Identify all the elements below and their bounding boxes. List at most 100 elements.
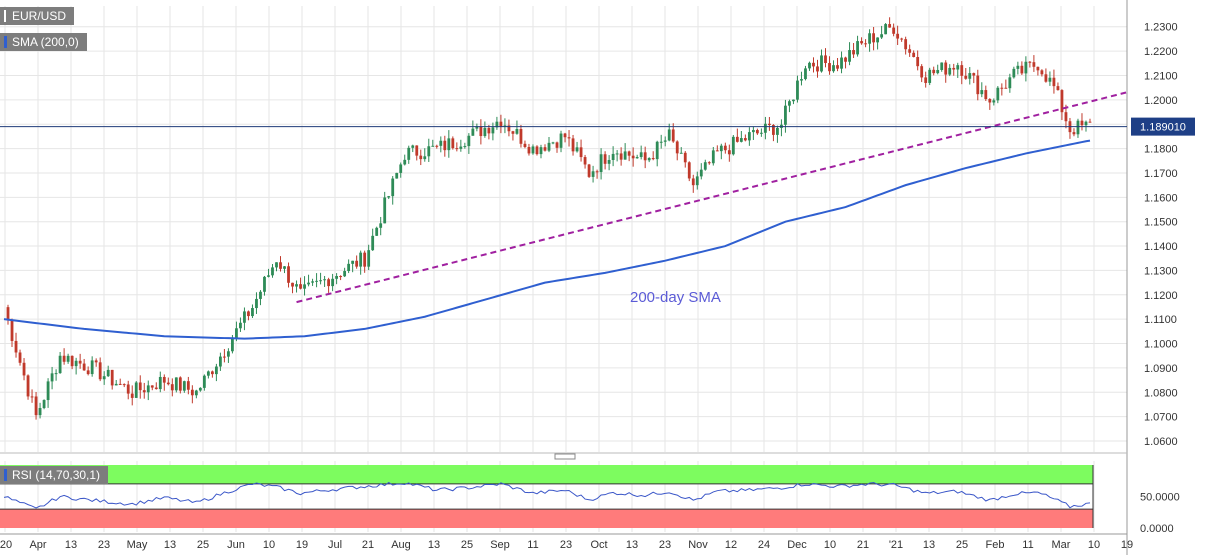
sma-legend[interactable]: SMA (200,0) bbox=[0, 33, 87, 51]
candle bbox=[202, 375, 206, 388]
candle bbox=[784, 105, 787, 125]
candle bbox=[1076, 120, 1080, 135]
x-tick-label: Oct bbox=[590, 539, 607, 551]
candle bbox=[792, 99, 795, 102]
candle bbox=[856, 41, 859, 55]
candle bbox=[118, 383, 122, 385]
sma-annotation: 200-day SMA bbox=[630, 289, 721, 306]
candle bbox=[900, 38, 904, 40]
candle bbox=[868, 33, 871, 44]
candle bbox=[463, 146, 467, 148]
x-tick-label: 12 bbox=[725, 539, 737, 551]
x-tick-label: 13 bbox=[626, 539, 638, 551]
candle bbox=[355, 260, 359, 267]
x-tick-label: '20 bbox=[0, 539, 12, 551]
candle bbox=[50, 373, 54, 382]
candle bbox=[876, 37, 880, 43]
y-tick-label: 1.1800 bbox=[1144, 144, 1178, 156]
candle bbox=[539, 147, 543, 155]
symbol-legend[interactable]: EUR/USD bbox=[0, 7, 75, 25]
candle bbox=[1024, 61, 1028, 74]
candle bbox=[1044, 74, 1048, 82]
x-tick-label: May bbox=[127, 539, 148, 551]
x-tick-label: Feb bbox=[986, 539, 1005, 551]
candle bbox=[988, 99, 992, 103]
candle bbox=[190, 389, 194, 396]
candle bbox=[443, 140, 447, 151]
candle bbox=[932, 69, 936, 74]
candle bbox=[631, 155, 635, 159]
candle bbox=[1056, 86, 1060, 91]
candle bbox=[419, 155, 423, 160]
candle bbox=[235, 328, 238, 339]
candle bbox=[327, 279, 330, 287]
candle bbox=[467, 135, 471, 147]
x-tick-label: 11 bbox=[527, 539, 538, 551]
candle bbox=[263, 276, 266, 292]
x-tick-label: 23 bbox=[560, 539, 572, 551]
candle bbox=[880, 34, 884, 38]
candle bbox=[1008, 77, 1012, 89]
candle bbox=[46, 381, 50, 401]
candle bbox=[972, 73, 976, 76]
candle bbox=[683, 152, 687, 163]
candle bbox=[227, 351, 230, 357]
candle bbox=[1052, 77, 1056, 87]
trendline bbox=[296, 91, 1127, 304]
candle bbox=[555, 142, 559, 148]
candle bbox=[595, 171, 599, 173]
x-tick-label: 10 bbox=[824, 539, 836, 551]
rsi-legend[interactable]: RSI (14,70,30,1) bbox=[0, 466, 109, 484]
x-tick-label: '21 bbox=[889, 539, 903, 551]
candle bbox=[920, 66, 924, 78]
candle bbox=[1064, 112, 1068, 122]
candle bbox=[759, 132, 763, 134]
candle bbox=[363, 252, 367, 267]
candle bbox=[106, 369, 110, 377]
x-tick-label: 25 bbox=[956, 539, 968, 551]
candle bbox=[739, 138, 743, 142]
candle bbox=[130, 393, 134, 398]
candle bbox=[82, 363, 86, 371]
candle bbox=[559, 133, 563, 148]
candle bbox=[1032, 62, 1036, 67]
candle bbox=[587, 164, 591, 177]
candle bbox=[1000, 87, 1004, 89]
x-tick-label: 13 bbox=[428, 539, 440, 551]
candle bbox=[715, 150, 719, 152]
candle bbox=[122, 384, 126, 386]
candle bbox=[162, 376, 166, 383]
x-tick-label: 24 bbox=[758, 539, 770, 551]
candle bbox=[1036, 66, 1040, 71]
y-tick-label: 1.2300 bbox=[1144, 22, 1178, 34]
candle bbox=[311, 281, 314, 283]
candle bbox=[816, 66, 819, 72]
candle bbox=[912, 52, 916, 58]
candle bbox=[214, 366, 218, 375]
candle bbox=[1004, 87, 1008, 89]
candle bbox=[1088, 121, 1092, 123]
candle bbox=[247, 311, 250, 317]
candle bbox=[964, 75, 968, 79]
candle bbox=[1012, 68, 1016, 78]
x-tick-label: 13 bbox=[164, 539, 176, 551]
candle bbox=[531, 146, 535, 154]
candle bbox=[399, 164, 403, 173]
candle bbox=[984, 90, 988, 100]
candle bbox=[319, 280, 322, 282]
candle bbox=[663, 140, 667, 142]
candle bbox=[768, 123, 771, 125]
candle bbox=[30, 396, 34, 398]
candle bbox=[335, 276, 339, 279]
candle bbox=[619, 153, 623, 160]
candle bbox=[719, 145, 723, 152]
pane-splitter-handle bbox=[554, 453, 576, 460]
candle bbox=[1072, 132, 1076, 135]
candle bbox=[567, 137, 571, 139]
y-tick-label: 1.0900 bbox=[1144, 363, 1178, 375]
candle bbox=[138, 382, 142, 391]
candle bbox=[267, 275, 270, 277]
candle bbox=[928, 69, 932, 83]
x-tick-label: 10 bbox=[263, 539, 275, 551]
candle bbox=[134, 382, 138, 398]
